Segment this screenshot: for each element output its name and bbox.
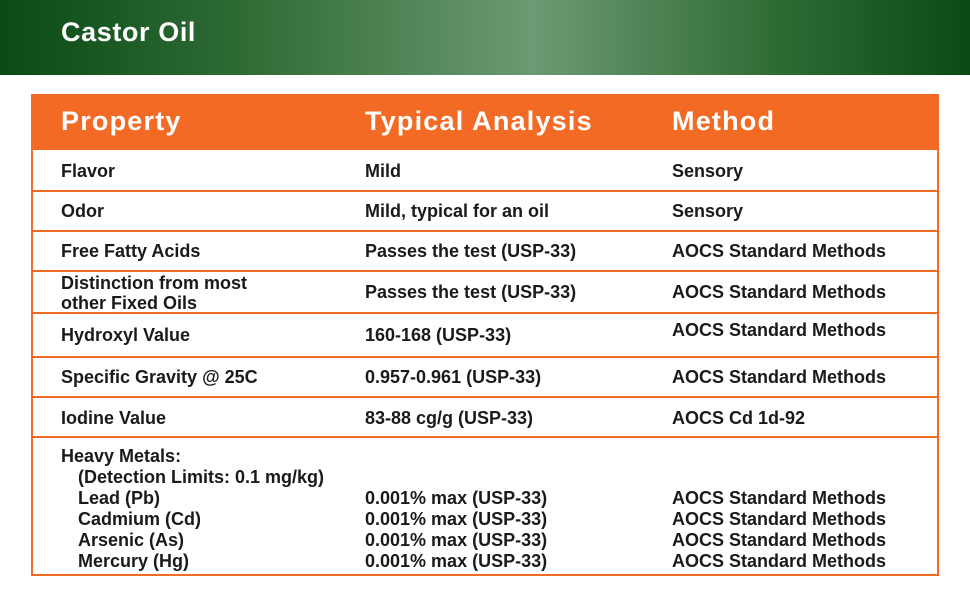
analysis-cell: 160-168 (USP-33)	[365, 325, 512, 345]
method-cell: AOCS Standard Methods	[672, 282, 887, 302]
metal-method: AOCS Standard Methods	[672, 488, 887, 508]
metal-name: Mercury (Hg)	[78, 551, 190, 571]
method-cell: AOCS Cd 1d-92	[672, 408, 806, 428]
detection-limits: (Detection Limits: 0.1 mg/kg)	[78, 467, 325, 487]
page-title: Castor Oil	[61, 17, 197, 47]
analysis-cell: Mild	[365, 161, 401, 181]
method-cell: AOCS Standard Methods	[672, 241, 887, 261]
metal-analysis: 0.001% max (USP-33)	[365, 488, 548, 508]
analysis-cell: Mild, typical for an oil	[365, 201, 550, 221]
analysis-cell: Passes the test (USP-33)	[365, 241, 577, 261]
property-cell: Iodine Value	[61, 408, 167, 428]
analysis-cell: 0.001% max (USP-33) 0.001% max (USP-33) …	[365, 488, 547, 572]
table-row: Distinction from most other Fixed Oils P…	[33, 270, 937, 313]
property-cell: Flavor	[61, 161, 116, 181]
header-property: Property	[61, 106, 182, 136]
metal-analysis: 0.001% max (USP-33)	[365, 509, 548, 529]
property-cell: Heavy Metals: (Detection Limits: 0.1 mg/…	[61, 446, 324, 572]
property-line: Distinction from most	[61, 273, 248, 293]
metal-name: Lead (Pb)	[78, 488, 161, 508]
table-row: Free Fatty Acids Passes the test (USP-33…	[33, 230, 937, 270]
heavy-metals-label: Heavy Metals:	[61, 446, 182, 466]
metal-method: AOCS Standard Methods	[672, 530, 887, 550]
metal-method: AOCS Standard Methods	[672, 509, 887, 529]
property-cell: Specific Gravity @ 25C	[61, 367, 258, 387]
table-row: Odor Mild, typical for an oil Sensory	[33, 190, 937, 230]
analysis-cell: 83-88 cg/g (USP-33)	[365, 408, 534, 428]
metal-method: AOCS Standard Methods	[672, 551, 887, 571]
title-banner: Castor Oil	[0, 0, 970, 75]
method-cell: AOCS Standard Methods AOCS Standard Meth…	[672, 488, 886, 572]
metal-name: Cadmium (Cd)	[78, 509, 201, 529]
header-method: Method	[672, 106, 776, 136]
table-row: Specific Gravity @ 25C 0.957-0.961 (USP-…	[33, 356, 937, 396]
metal-analysis: 0.001% max (USP-33)	[365, 530, 548, 550]
table-header: Property Typical Analysis Method	[33, 96, 937, 150]
property-cell: Distinction from most other Fixed Oils	[61, 273, 247, 313]
method-cell: AOCS Standard Methods	[672, 367, 887, 387]
table-row: Iodine Value 83-88 cg/g (USP-33) AOCS Cd…	[33, 396, 937, 436]
method-cell: Sensory	[672, 161, 744, 181]
metal-name: Arsenic (As)	[78, 530, 185, 550]
method-cell: Sensory	[672, 201, 744, 221]
property-cell: Odor	[61, 201, 104, 221]
header-typical-analysis: Typical Analysis	[365, 106, 593, 136]
property-cell: Free Fatty Acids	[61, 241, 201, 261]
analysis-cell: Passes the test (USP-33)	[365, 282, 577, 302]
spec-table: Property Typical Analysis Method Flavor …	[31, 94, 939, 576]
metal-analysis: 0.001% max (USP-33)	[365, 551, 548, 571]
method-cell: AOCS Standard Methods	[672, 320, 887, 340]
analysis-cell: 0.957-0.961 (USP-33)	[365, 367, 542, 387]
property-line: other Fixed Oils	[61, 293, 198, 313]
table-row: Hydroxyl Value 160-168 (USP-33) AOCS Sta…	[33, 312, 937, 356]
table-row: Flavor Mild Sensory	[33, 148, 937, 190]
property-cell: Hydroxyl Value	[61, 325, 191, 345]
table-row-heavy-metals: Heavy Metals: (Detection Limits: 0.1 mg/…	[33, 436, 937, 576]
